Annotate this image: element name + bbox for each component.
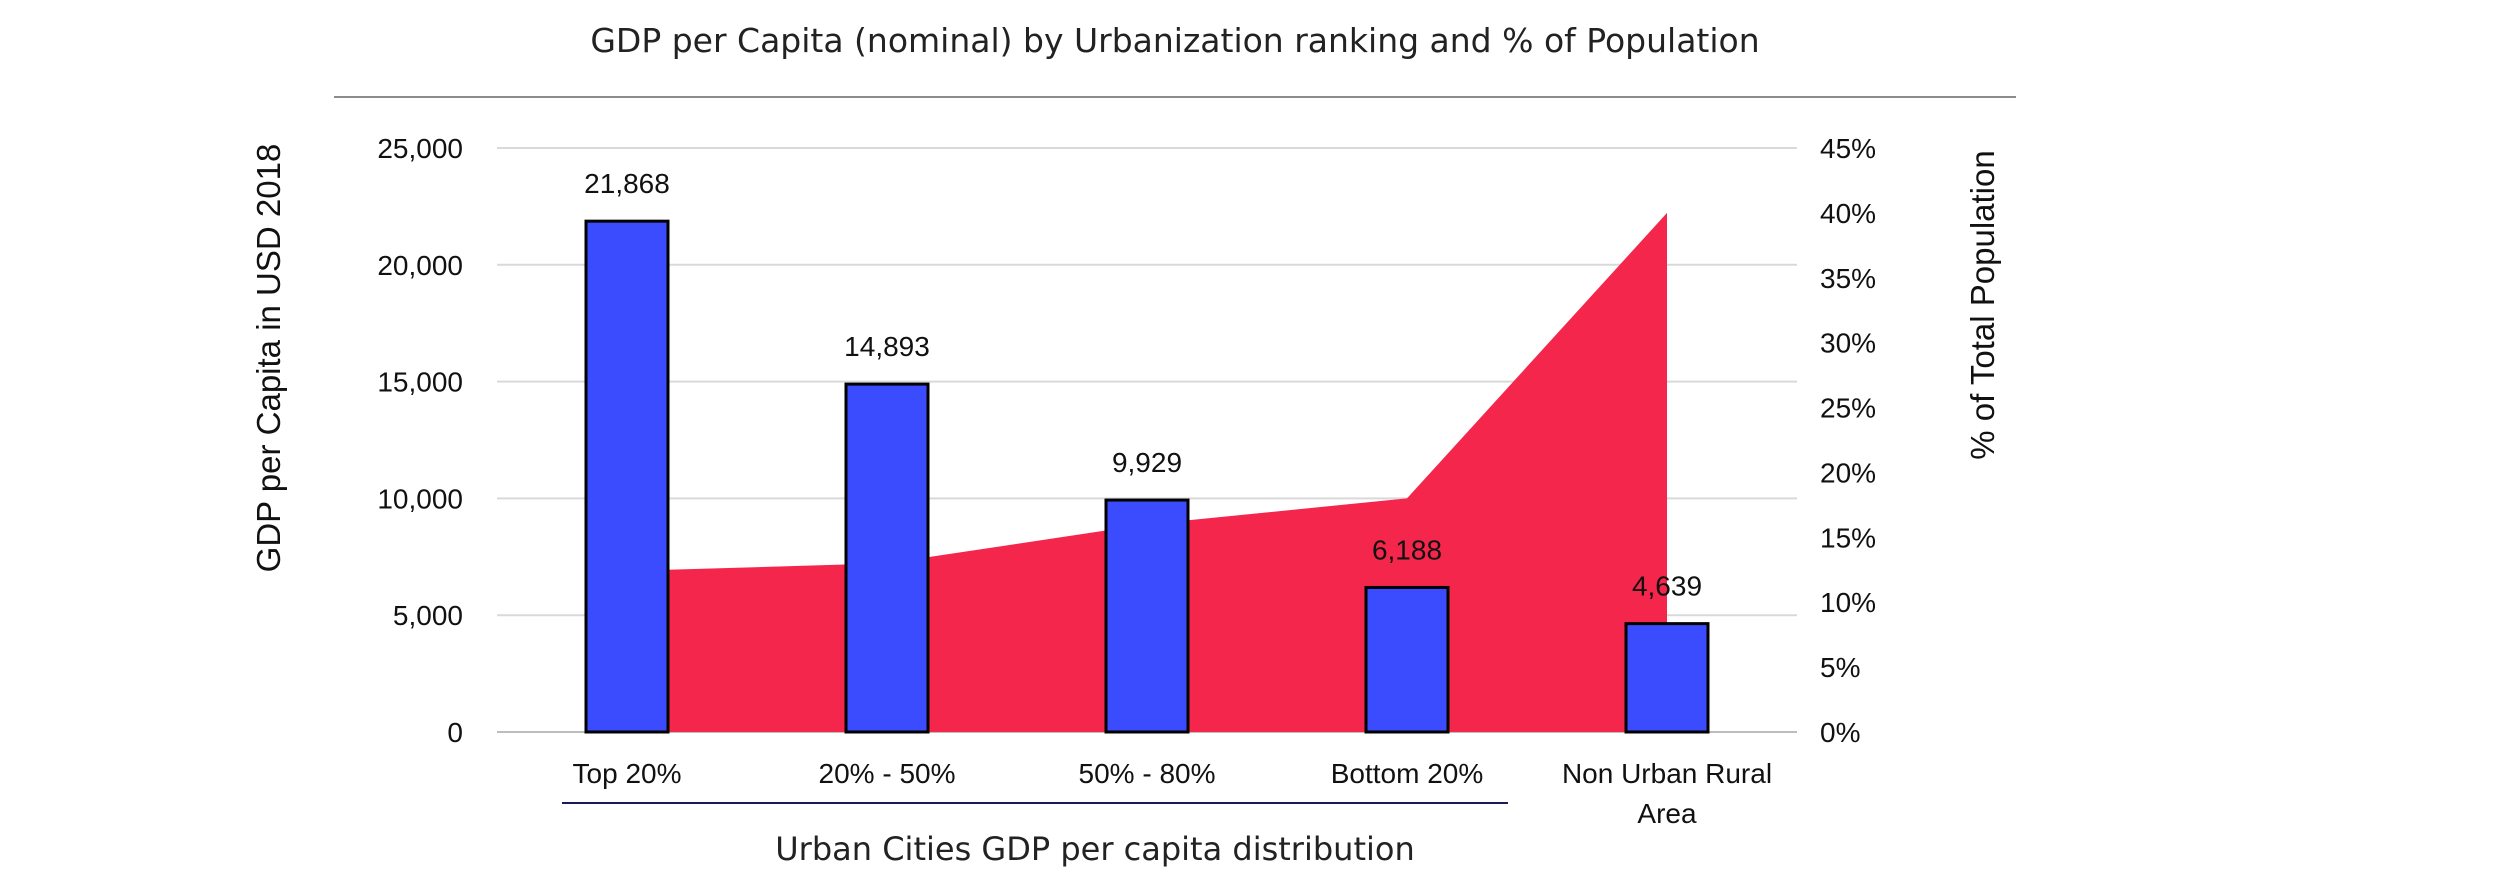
y2-tick-label: 20% (1820, 457, 1876, 488)
gdp-bar (844, 382, 930, 734)
group-axis-label: Urban Cities GDP per capita distribution (775, 830, 1414, 868)
y-axis-title: GDP per Capita in USD 2018 (250, 144, 287, 573)
y2-tick-label: 35% (1820, 263, 1876, 294)
y2-tick-label: 40% (1820, 198, 1876, 229)
gdp-bar (1624, 622, 1710, 734)
bar-data-label: 4,639 (1632, 571, 1702, 602)
y2-tick-label: 25% (1820, 393, 1876, 424)
y2-tick-label: 10% (1820, 587, 1876, 618)
y2-axis-title: % of Total Population (1964, 150, 2001, 459)
bar-data-label: 14,893 (844, 331, 930, 362)
x-tick-label: 20% - 50% (819, 758, 956, 789)
bar-data-label: 9,929 (1112, 447, 1182, 478)
y2-tick-label: 45% (1820, 133, 1876, 164)
y-tick-label: 10,000 (377, 483, 463, 514)
gdp-bar (1364, 585, 1450, 734)
chart-title: GDP per Capita (nominal) by Urbanization… (590, 21, 1759, 60)
data-labels-layer: 21,868 14,893 9,929 6,188 4,639 (584, 168, 1702, 601)
bar-data-label: 6,188 (1372, 534, 1442, 565)
gdp-bars-layer (584, 219, 1710, 734)
x-tick-label: Non Urban Rural Area (1562, 758, 1772, 829)
bar-data-label: 21,868 (584, 168, 670, 199)
gdp-bar (584, 219, 670, 734)
x-tick-label: Bottom 20% (1331, 758, 1484, 789)
y2-tick-label: 5% (1820, 652, 1860, 683)
gdp-bar (1104, 498, 1190, 734)
y2-tick-label: 30% (1820, 328, 1876, 359)
x-tick-label: 50% - 80% (1079, 758, 1216, 789)
right-axis-ticks: 0% 5% 10% 15% 20% 25% 30% 35% 40% 45% (1820, 133, 1876, 748)
category-axis-labels: Top 20% 20% - 50% 50% - 80% Bottom 20% Non U… (573, 758, 1773, 829)
y2-tick-label: 0% (1820, 717, 1860, 748)
y-tick-label: 15,000 (377, 367, 463, 398)
y-tick-label: 5,000 (393, 600, 463, 631)
y-tick-label: 0 (447, 717, 463, 748)
left-axis-ticks: 0 5,000 10,000 15,000 20,000 25,000 (377, 133, 463, 748)
y-tick-label: 25,000 (377, 133, 463, 164)
x-tick-label: Top 20% (573, 758, 682, 789)
y2-tick-label: 15% (1820, 522, 1876, 553)
y-tick-label: 20,000 (377, 250, 463, 281)
